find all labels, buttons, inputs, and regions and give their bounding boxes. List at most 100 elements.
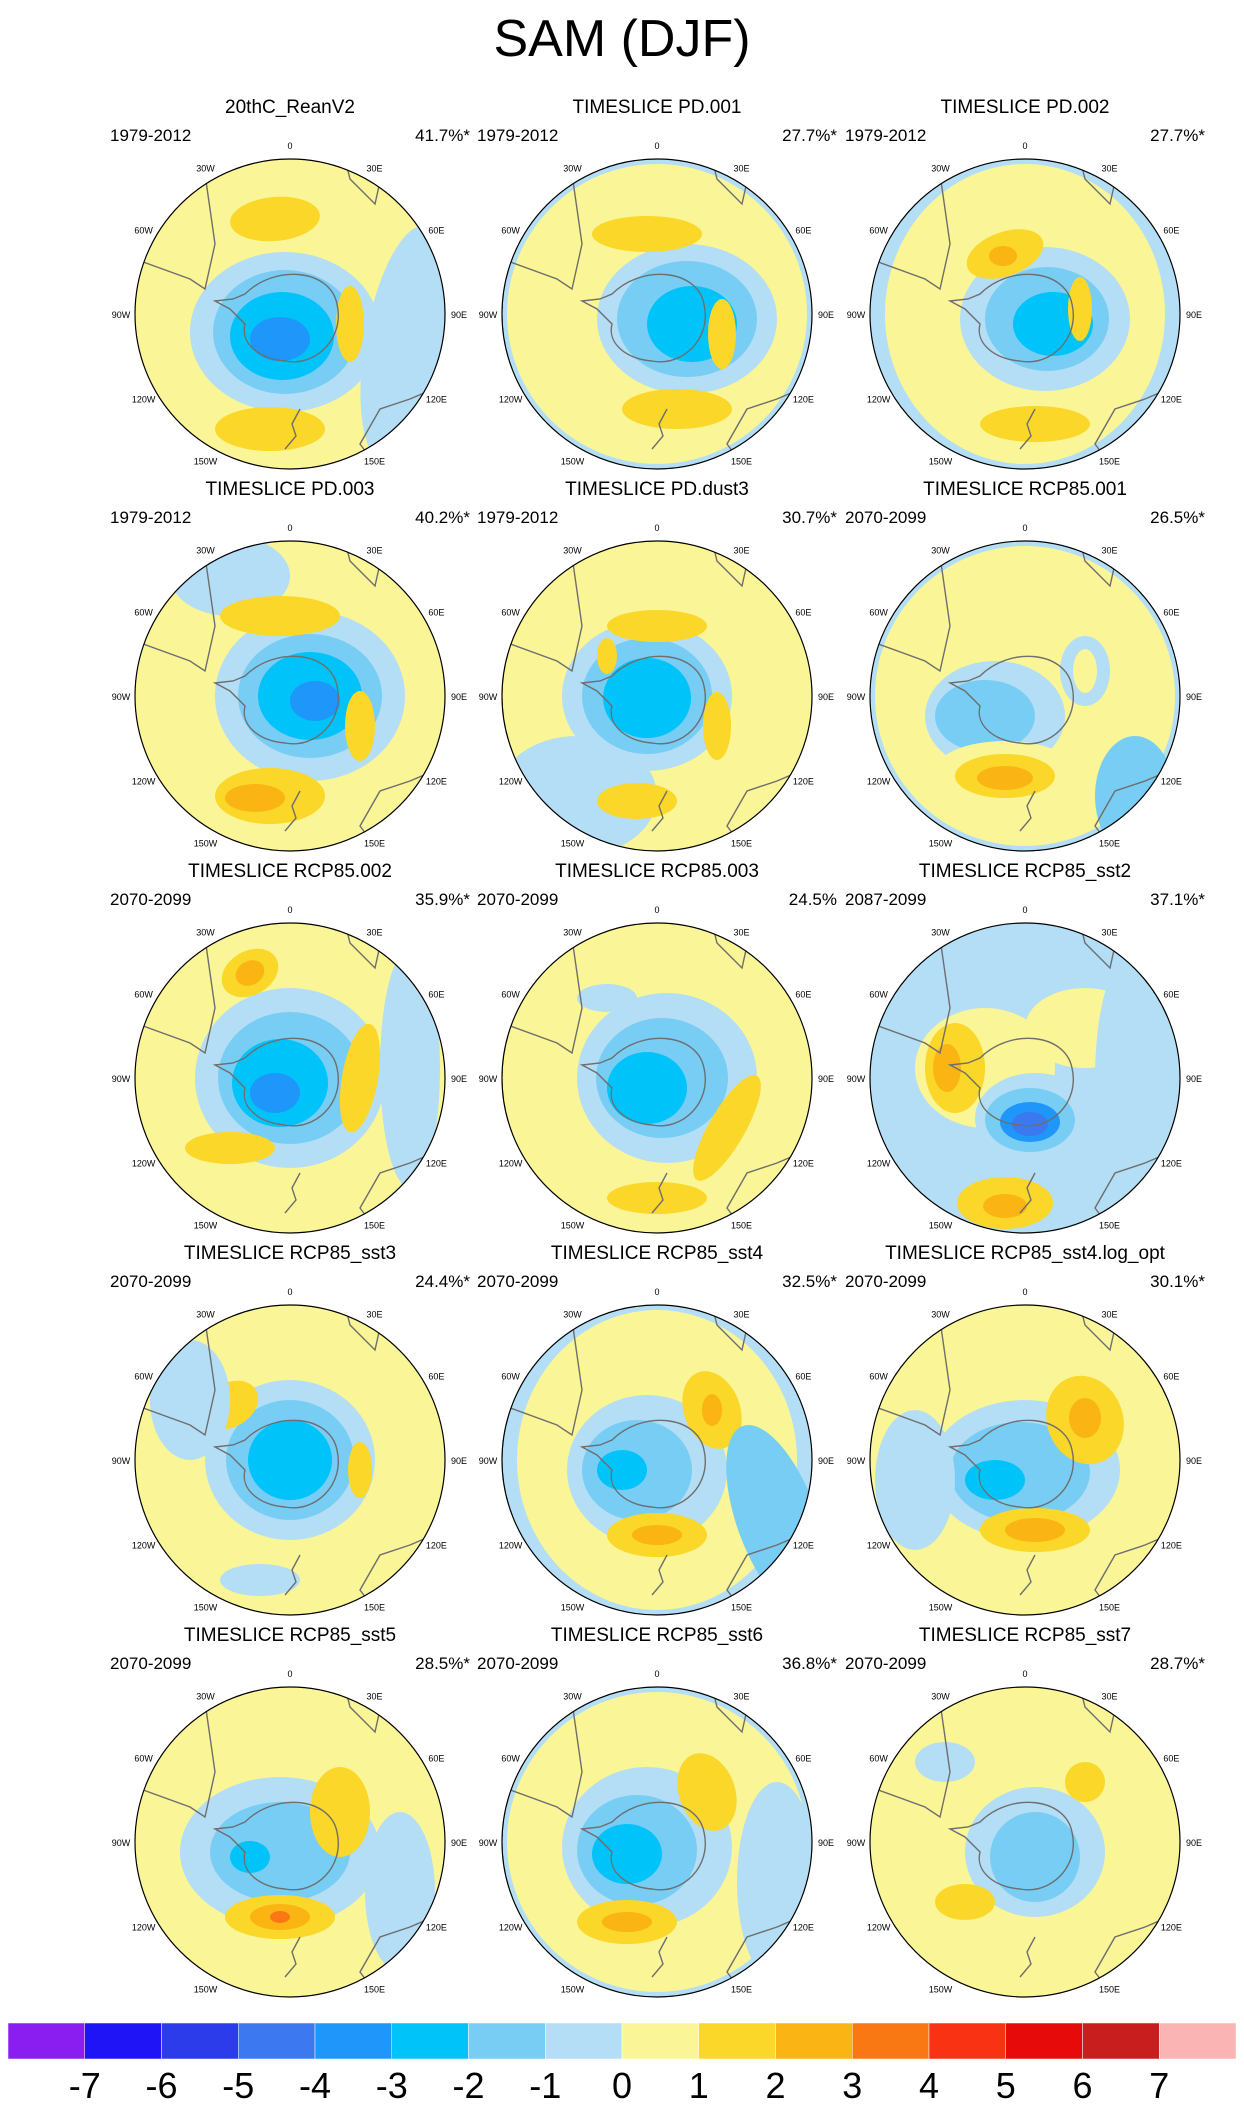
antarctica-coastline: [947, 273, 1074, 363]
longitude-label: 60W: [869, 1754, 888, 1764]
longitude-label: 60W: [134, 990, 153, 1000]
panel-title: TIMESLICE RCP85.002: [188, 861, 392, 882]
anomaly-contour: [1012, 1112, 1048, 1136]
panel-period: 1979-2012: [845, 126, 927, 145]
new-zealand-coastline: [651, 1172, 668, 1214]
longitude-label: 90W: [479, 692, 498, 702]
longitude-label: 30W: [931, 164, 950, 174]
longitude-label: 30W: [196, 1310, 215, 1320]
contour-field: [135, 541, 445, 851]
map-boundary: [501, 158, 813, 470]
longitude-label: 0: [287, 1669, 292, 1679]
longitude-label: 60E: [795, 608, 811, 618]
longitude-label: 90W: [847, 1456, 866, 1466]
longitude-label: 0: [1022, 523, 1027, 533]
longitude-label: 60W: [134, 1372, 153, 1382]
longitude-label: 120E: [793, 1159, 814, 1169]
polar-map: 030E60E90E120E150E180150W120W90W60W30W: [112, 1669, 467, 1998]
map-boundary: [134, 540, 446, 852]
longitude-label: 0: [654, 905, 659, 915]
longitude-label: 120W: [132, 395, 156, 405]
panel-title: TIMESLICE RCP85.001: [923, 479, 1127, 500]
contour-field: [135, 159, 445, 469]
colorbar-swatch: [698, 2023, 776, 2059]
panel-title: TIMESLICE RCP85_sst7: [918, 1625, 1132, 1646]
longitude-label: 30E: [1101, 928, 1117, 938]
longitude-label: 120E: [426, 395, 447, 405]
longitude-label: 30W: [931, 928, 950, 938]
map-panel: TIMESLICE RCP85_sst5 2070-2099 28.5%* 0 30E 6…: [90, 1624, 490, 1999]
south-america-coastline: [870, 1319, 951, 1437]
panel-explained-variance: 27.7%*: [782, 126, 837, 145]
longitude-label: 30W: [563, 928, 582, 938]
new-zealand-coastline: [1019, 408, 1036, 450]
map-boundary: [869, 1686, 1181, 1998]
longitude-label: 60E: [1163, 1754, 1179, 1764]
map-boundary: [134, 158, 446, 470]
contour-field: [135, 923, 445, 1233]
anomaly-contour: [607, 610, 707, 642]
longitude-label: 90W: [847, 1074, 866, 1084]
longitude-label: 90W: [479, 310, 498, 320]
colorbar-tick-label: 4: [918, 2065, 940, 2106]
map-boundary: [869, 1304, 1181, 1616]
longitude-label: 60W: [134, 608, 153, 618]
colorbar-tick-label: 5: [995, 2065, 1016, 2106]
map-boundary: [134, 1304, 446, 1616]
longitude-label: 150E: [1099, 838, 1120, 848]
longitude-label: 120W: [132, 1159, 156, 1169]
panel-period: 1979-2012: [110, 508, 192, 527]
map-panel: TIMESLICE RCP85.001 2070-2099 26.5%* 0 30E 60…: [825, 478, 1225, 853]
polar-map: 030E60E90E120E150E180150W120W90W60W30W: [479, 1287, 834, 1616]
panel-title: TIMESLICE RCP85_sst5: [183, 1625, 397, 1646]
longitude-label: 60E: [795, 1372, 811, 1382]
panel-title: TIMESLICE PD.003: [205, 479, 375, 500]
anomaly-contour: [597, 783, 677, 819]
longitude-label: 120W: [132, 1923, 156, 1933]
anomaly-contour: [602, 1912, 652, 1932]
longitude-label: 150W: [194, 456, 218, 466]
longitude-label: 120W: [132, 1541, 156, 1551]
antarctica-coastline: [947, 1419, 1074, 1509]
longitude-label: 120E: [426, 1923, 447, 1933]
anomaly-contour: [336, 286, 364, 362]
panel-explained-variance: 37.1%*: [1150, 890, 1205, 909]
longitude-label: 90W: [847, 1838, 866, 1848]
longitude-label: 30E: [1101, 546, 1117, 556]
longitude-label: 60E: [795, 1754, 811, 1764]
longitude-label: 0: [287, 1287, 292, 1297]
panel-period: 2070-2099: [110, 1654, 192, 1673]
longitude-label: 30W: [196, 546, 215, 556]
longitude-label: 150E: [364, 838, 385, 848]
longitude-label: 0: [287, 905, 292, 915]
longitude-label: 30E: [733, 1310, 749, 1320]
new-zealand-coastline: [284, 408, 301, 450]
map-boundary: [501, 540, 813, 852]
panel-title: TIMESLICE RCP85_sst3: [183, 1243, 397, 1264]
contour-field: [502, 1305, 812, 1615]
anomaly-contour: [348, 1442, 372, 1498]
longitude-label: 30W: [931, 546, 950, 556]
longitude-label: 0: [287, 141, 292, 151]
panel-explained-variance: 30.1%*: [1150, 1272, 1205, 1291]
anomaly-contour: [622, 389, 732, 429]
colorbar-swatch: [468, 2023, 546, 2059]
longitude-label: 0: [654, 1287, 659, 1297]
anomaly-contour: [935, 680, 1035, 752]
anomaly-contour: [592, 1824, 662, 1884]
longitude-label: 120E: [1161, 777, 1182, 787]
anomaly-contour: [1069, 1398, 1101, 1438]
anomaly-contour: [1005, 1518, 1065, 1542]
longitude-label: 30E: [366, 1310, 382, 1320]
anomaly-contour: [150, 1340, 230, 1460]
antarctica-coastline: [212, 1037, 339, 1127]
colorbar-swatch: [84, 2023, 162, 2059]
panel-period: 2070-2099: [110, 1272, 192, 1291]
polar-map: 030E60E90E120E150E180150W120W90W60W30W: [479, 905, 834, 1234]
longitude-label: 90W: [479, 1074, 498, 1084]
antarctica-coastline: [579, 655, 706, 745]
longitude-label: 120E: [1161, 1541, 1182, 1551]
longitude-label: 150W: [929, 1984, 953, 1994]
colorbar-tick-label: -4: [298, 2065, 331, 2106]
longitude-label: 90W: [112, 692, 131, 702]
